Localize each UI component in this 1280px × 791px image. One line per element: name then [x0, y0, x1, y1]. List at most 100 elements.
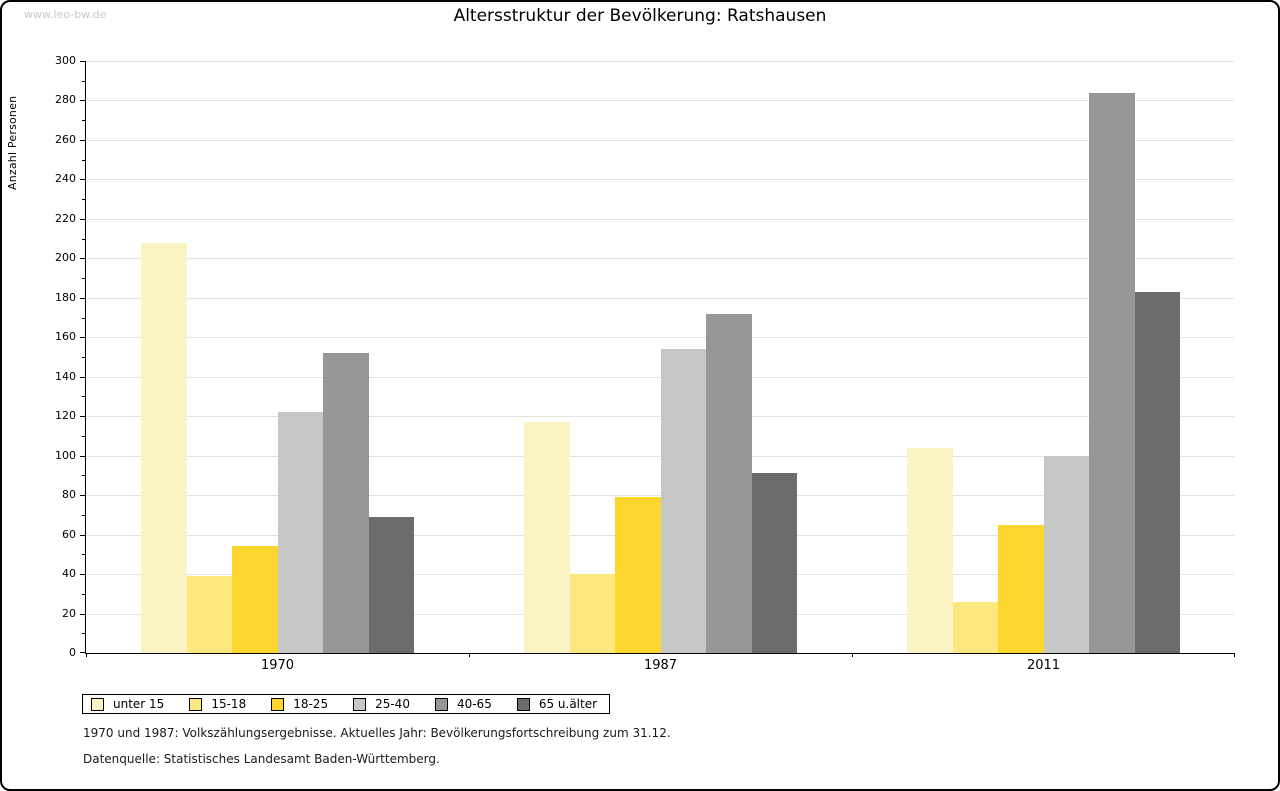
gridline	[86, 179, 1234, 181]
bar-1970-15-18	[186, 576, 232, 653]
bar-2011-65 u.älter	[1134, 291, 1180, 653]
y-major-tick	[80, 139, 86, 141]
y-minor-tick	[82, 554, 86, 556]
y-tick-label: 80	[62, 488, 76, 502]
y-major-tick	[80, 652, 86, 653]
footnote-line-1: 1970 und 1987: Volkszählungsergebnisse. …	[83, 726, 671, 740]
y-minor-tick	[82, 120, 86, 122]
bar-2011-unter 15	[907, 447, 953, 653]
legend-label: 25-40	[375, 697, 410, 711]
bar-1970-unter 15	[141, 242, 187, 653]
legend-swatch	[91, 697, 104, 711]
y-minor-tick	[82, 238, 86, 240]
y-major-tick	[80, 218, 86, 220]
y-tick-label: 280	[55, 93, 76, 107]
legend-label: 65 u.älter	[538, 697, 598, 711]
y-tick-label: 240	[55, 172, 76, 186]
gridline	[86, 455, 1234, 457]
y-major-tick	[80, 61, 86, 62]
legend-label: 40-65	[456, 697, 492, 711]
legend-swatch	[516, 697, 530, 711]
y-major-tick	[80, 534, 86, 536]
y-tick-label: 140	[55, 369, 76, 383]
y-major-tick	[80, 613, 86, 615]
x-tick-label: 1987	[643, 658, 678, 673]
y-minor-tick	[82, 633, 86, 635]
y-tick-label: 20	[62, 606, 76, 620]
legend-item: 18-25	[271, 697, 328, 711]
gridline	[86, 100, 1234, 102]
bar-1987-unter 15	[524, 422, 570, 653]
y-tick-label: 300	[55, 54, 76, 67]
gridline	[86, 376, 1234, 378]
bar-2011-18-25	[998, 524, 1044, 653]
gridline	[86, 416, 1234, 418]
y-tick-label: 0	[69, 646, 76, 659]
y-minor-tick	[82, 159, 86, 161]
y-tick-label: 200	[55, 251, 76, 265]
y-minor-tick	[82, 435, 86, 437]
legend-swatch	[434, 697, 448, 711]
x-tick	[469, 653, 470, 657]
y-minor-tick	[82, 357, 86, 358]
gridline	[86, 258, 1234, 260]
bar-1970-65 u.älter	[368, 516, 414, 653]
y-tick-label: 180	[55, 290, 76, 304]
legend-item: 65 u.älter	[516, 697, 598, 711]
bar-1987-18-25	[615, 497, 661, 653]
legend-label: 15-18	[211, 697, 247, 711]
y-major-tick	[80, 179, 86, 181]
legend-item: 15-18	[189, 697, 246, 711]
y-minor-tick	[82, 593, 86, 595]
y-minor-tick	[82, 80, 86, 82]
watermark: www.leo-bw.de	[24, 8, 107, 21]
x-tick-label: 2011	[1026, 658, 1061, 673]
legend-swatch	[353, 697, 367, 711]
bar-2011-15-18	[952, 601, 998, 653]
y-minor-tick	[82, 199, 86, 201]
y-major-tick	[80, 574, 86, 576]
y-major-tick	[80, 337, 86, 339]
bar-1987-40-65	[706, 313, 752, 653]
legend: unter 15 15-18 18-25 25-40 40-65 65 u.älter	[82, 694, 611, 714]
y-tick-label: 60	[62, 527, 76, 541]
legend-label: 18-25	[293, 697, 329, 711]
gridline	[86, 297, 1234, 299]
legend-item: unter 15	[91, 697, 164, 711]
bar-1970-18-25	[232, 546, 278, 653]
x-tick-label: 1970	[260, 658, 295, 673]
plot-area: 0 20 40 60 80 100 120 140 160 180 200 220 240 260 280 3…	[55, 55, 1235, 673]
bar-2011-40-65	[1089, 92, 1135, 653]
gridline	[86, 495, 1234, 497]
x-tick	[86, 653, 87, 657]
legend-item: 40-65	[434, 697, 492, 711]
y-tick-label: 220	[55, 211, 76, 225]
chart-title: Altersstruktur der Bevölkerung: Ratshaus…	[453, 6, 827, 26]
y-major-tick	[80, 100, 86, 102]
x-tick	[1234, 653, 1235, 657]
y-minor-tick	[82, 475, 86, 477]
y-major-tick	[80, 376, 86, 378]
y-tick-label: 100	[55, 448, 76, 462]
bar-1987-15-18	[569, 574, 615, 653]
y-major-tick	[80, 416, 86, 418]
bar-2011-25-40	[1043, 455, 1089, 653]
bar-1987-25-40	[660, 349, 706, 653]
gridline	[86, 218, 1234, 220]
legend-swatch	[189, 697, 203, 711]
y-major-tick	[80, 495, 86, 497]
legend-swatch	[271, 697, 285, 711]
y-major-tick	[80, 258, 86, 260]
gridline	[86, 337, 1234, 339]
y-tick-label: 260	[55, 132, 76, 146]
y-minor-tick	[82, 396, 86, 398]
y-major-tick	[80, 455, 86, 457]
y-tick-label: 160	[55, 330, 76, 344]
y-minor-tick	[82, 514, 86, 516]
gridline	[86, 61, 1234, 62]
y-tick-label: 40	[62, 567, 76, 581]
gridline	[86, 139, 1234, 141]
y-major-tick	[80, 297, 86, 299]
bar-1970-40-65	[323, 353, 369, 653]
